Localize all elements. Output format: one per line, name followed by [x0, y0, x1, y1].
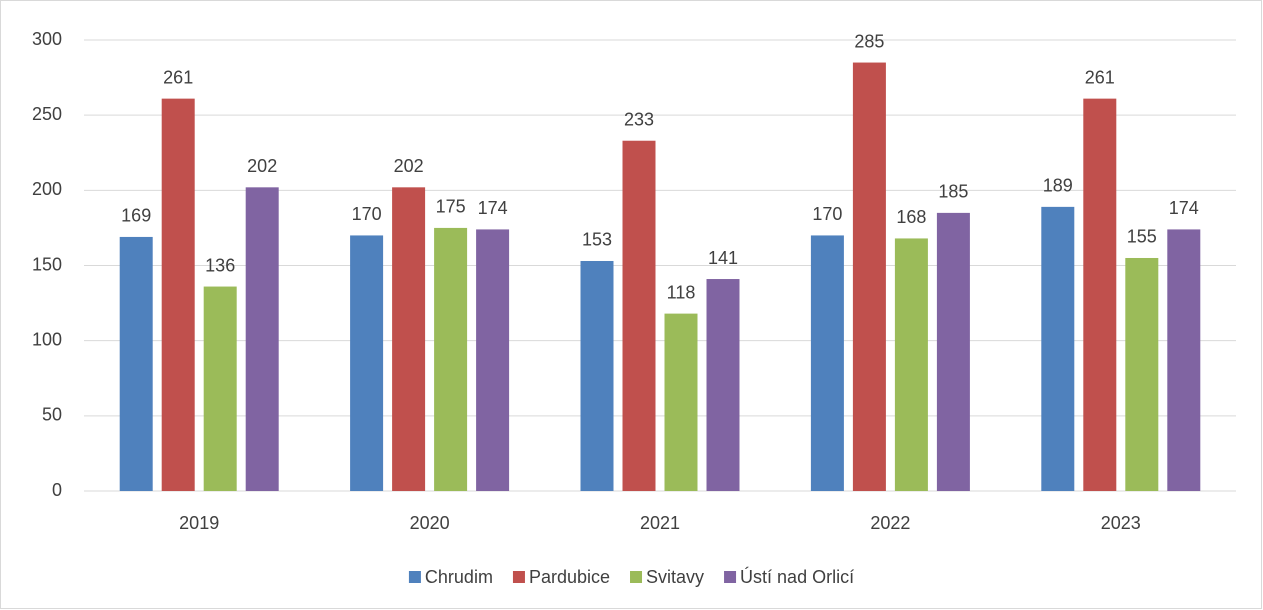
- y-tick-label: 100: [32, 329, 62, 349]
- y-tick-label: 250: [32, 104, 62, 124]
- data-label: 153: [582, 230, 612, 250]
- bar: [936, 212, 970, 491]
- bar: [476, 229, 510, 492]
- bar: [664, 313, 698, 491]
- bar: [622, 140, 656, 491]
- bar: [245, 187, 279, 491]
- legend-swatch: [512, 571, 525, 583]
- data-label: 285: [854, 31, 884, 51]
- bar: [706, 279, 740, 491]
- y-tick-label: 0: [52, 480, 62, 500]
- bar: [350, 235, 384, 491]
- data-label: 141: [708, 248, 738, 268]
- bar: [852, 62, 886, 492]
- legend-swatch: [408, 571, 421, 583]
- bar: [580, 260, 614, 491]
- data-label: 155: [1127, 227, 1157, 247]
- bar: [894, 238, 928, 491]
- bar: [1167, 229, 1201, 492]
- data-label: 170: [352, 204, 382, 224]
- bar: [1083, 98, 1117, 491]
- y-tick-label: 50: [42, 405, 62, 425]
- x-tick-label: 2021: [640, 513, 680, 533]
- legend-label: Pardubice: [529, 567, 610, 587]
- data-label: 233: [624, 109, 654, 129]
- bar: [1041, 206, 1075, 491]
- data-label: 185: [938, 182, 968, 202]
- bar: [119, 236, 153, 491]
- x-tick-label: 2020: [410, 513, 450, 533]
- legend-swatch: [724, 571, 737, 583]
- data-label: 136: [205, 255, 235, 275]
- data-label: 261: [1085, 67, 1115, 87]
- x-tick-label: 2019: [179, 513, 219, 533]
- data-label: 174: [478, 198, 508, 218]
- y-tick-label: 150: [32, 254, 62, 274]
- y-tick-label: 200: [32, 179, 62, 199]
- data-label: 169: [121, 206, 151, 226]
- data-label: 189: [1043, 176, 1073, 196]
- bar: [810, 235, 844, 491]
- data-label: 168: [896, 207, 926, 227]
- data-label: 261: [163, 67, 193, 87]
- y-tick-label: 300: [32, 29, 62, 49]
- legend-swatch: [630, 571, 643, 583]
- data-label: 170: [812, 204, 842, 224]
- x-tick-label: 2022: [870, 513, 910, 533]
- bar: [203, 286, 237, 491]
- data-label: 175: [436, 197, 466, 217]
- data-label: 202: [394, 156, 424, 176]
- x-tick-label: 2023: [1101, 513, 1141, 533]
- bar: [1125, 257, 1159, 491]
- bar: [161, 98, 195, 491]
- data-label: 202: [247, 156, 277, 176]
- bar: [392, 187, 426, 491]
- data-label: 174: [1169, 198, 1199, 218]
- legend-label: Svitavy: [646, 567, 704, 587]
- bar: [434, 227, 468, 491]
- legend-label: Chrudim: [425, 567, 493, 587]
- data-label: 118: [667, 282, 696, 302]
- legend-label: Ústí nad Orlicí: [740, 566, 854, 587]
